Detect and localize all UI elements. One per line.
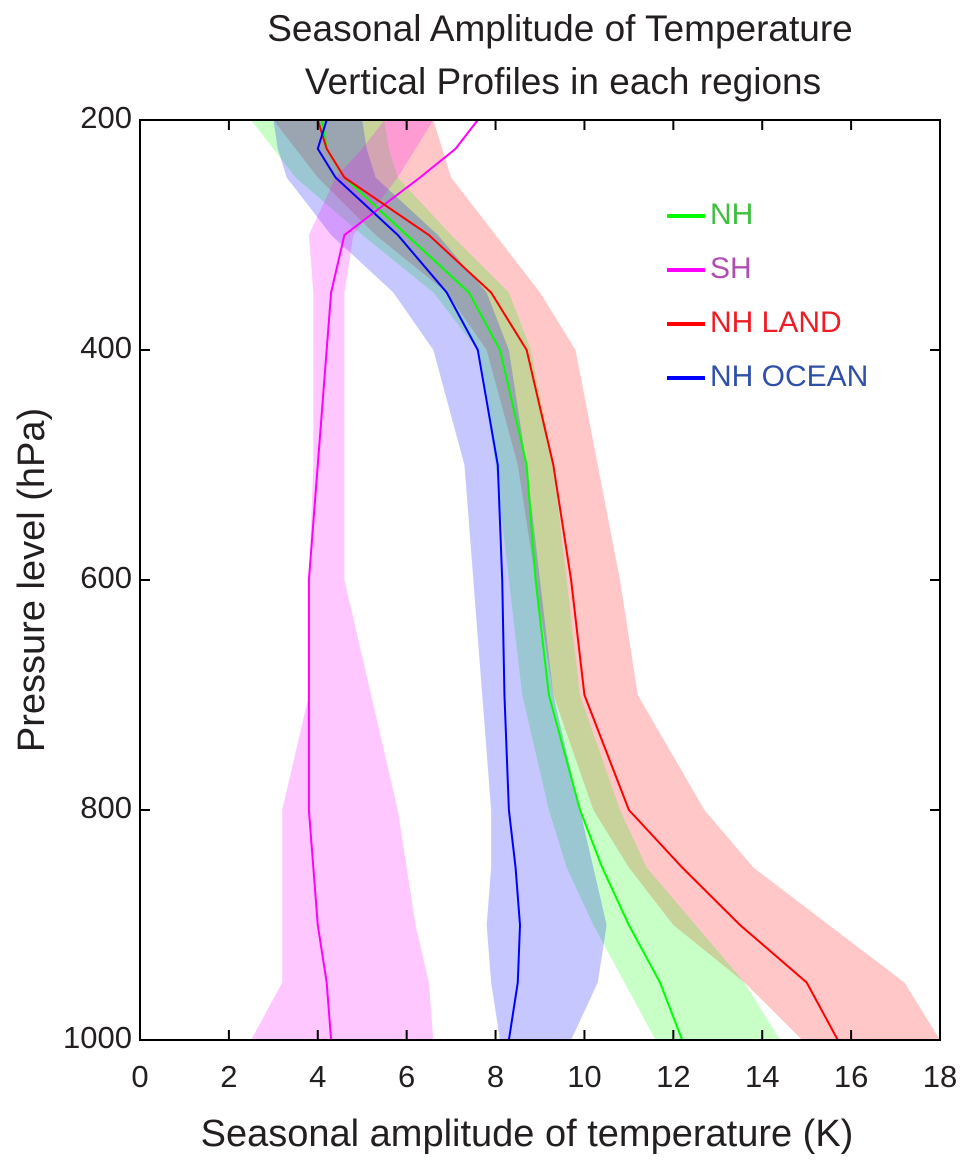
x-tick-label: 12 — [656, 1059, 690, 1094]
x-tick-label: 2 — [220, 1059, 237, 1094]
line — [316, 119, 522, 1041]
x-tick-label: 8 — [487, 1059, 504, 1094]
band — [251, 120, 434, 1040]
line — [307, 119, 479, 1041]
chart-title: Seasonal Amplitude of Temperature — [267, 8, 853, 49]
legend-label: SH — [710, 252, 752, 285]
x-tick-label: 18 — [923, 1059, 957, 1094]
y-tick-label: 200 — [80, 100, 132, 135]
y-tick-label: 1000 — [63, 1020, 132, 1055]
x-tick-label: 4 — [309, 1059, 326, 1094]
legend-label: NH — [710, 198, 753, 231]
x-tick-label: 10 — [567, 1059, 601, 1094]
line — [321, 119, 684, 1041]
legend-label: NH LAND — [710, 306, 842, 339]
y-tick-label: 400 — [80, 330, 132, 365]
band — [273, 120, 607, 1040]
legend-label: NH OCEAN — [710, 360, 868, 393]
x-axis-label: Seasonal amplitude of temperature (K) — [201, 1113, 854, 1155]
band — [273, 120, 940, 1040]
line — [316, 119, 839, 1041]
x-tick-label: 14 — [745, 1059, 779, 1094]
x-tick-label: 0 — [131, 1059, 148, 1094]
y-tick-label: 800 — [80, 790, 132, 825]
x-tick-label: 16 — [834, 1059, 868, 1094]
y-axis-label: Pressure level (hPa) — [11, 408, 53, 752]
chart-title: Vertical Profiles in each regions — [305, 61, 821, 102]
x-tick-label: 6 — [398, 1059, 415, 1094]
y-tick-label: 600 — [80, 560, 132, 595]
band — [251, 120, 781, 1040]
